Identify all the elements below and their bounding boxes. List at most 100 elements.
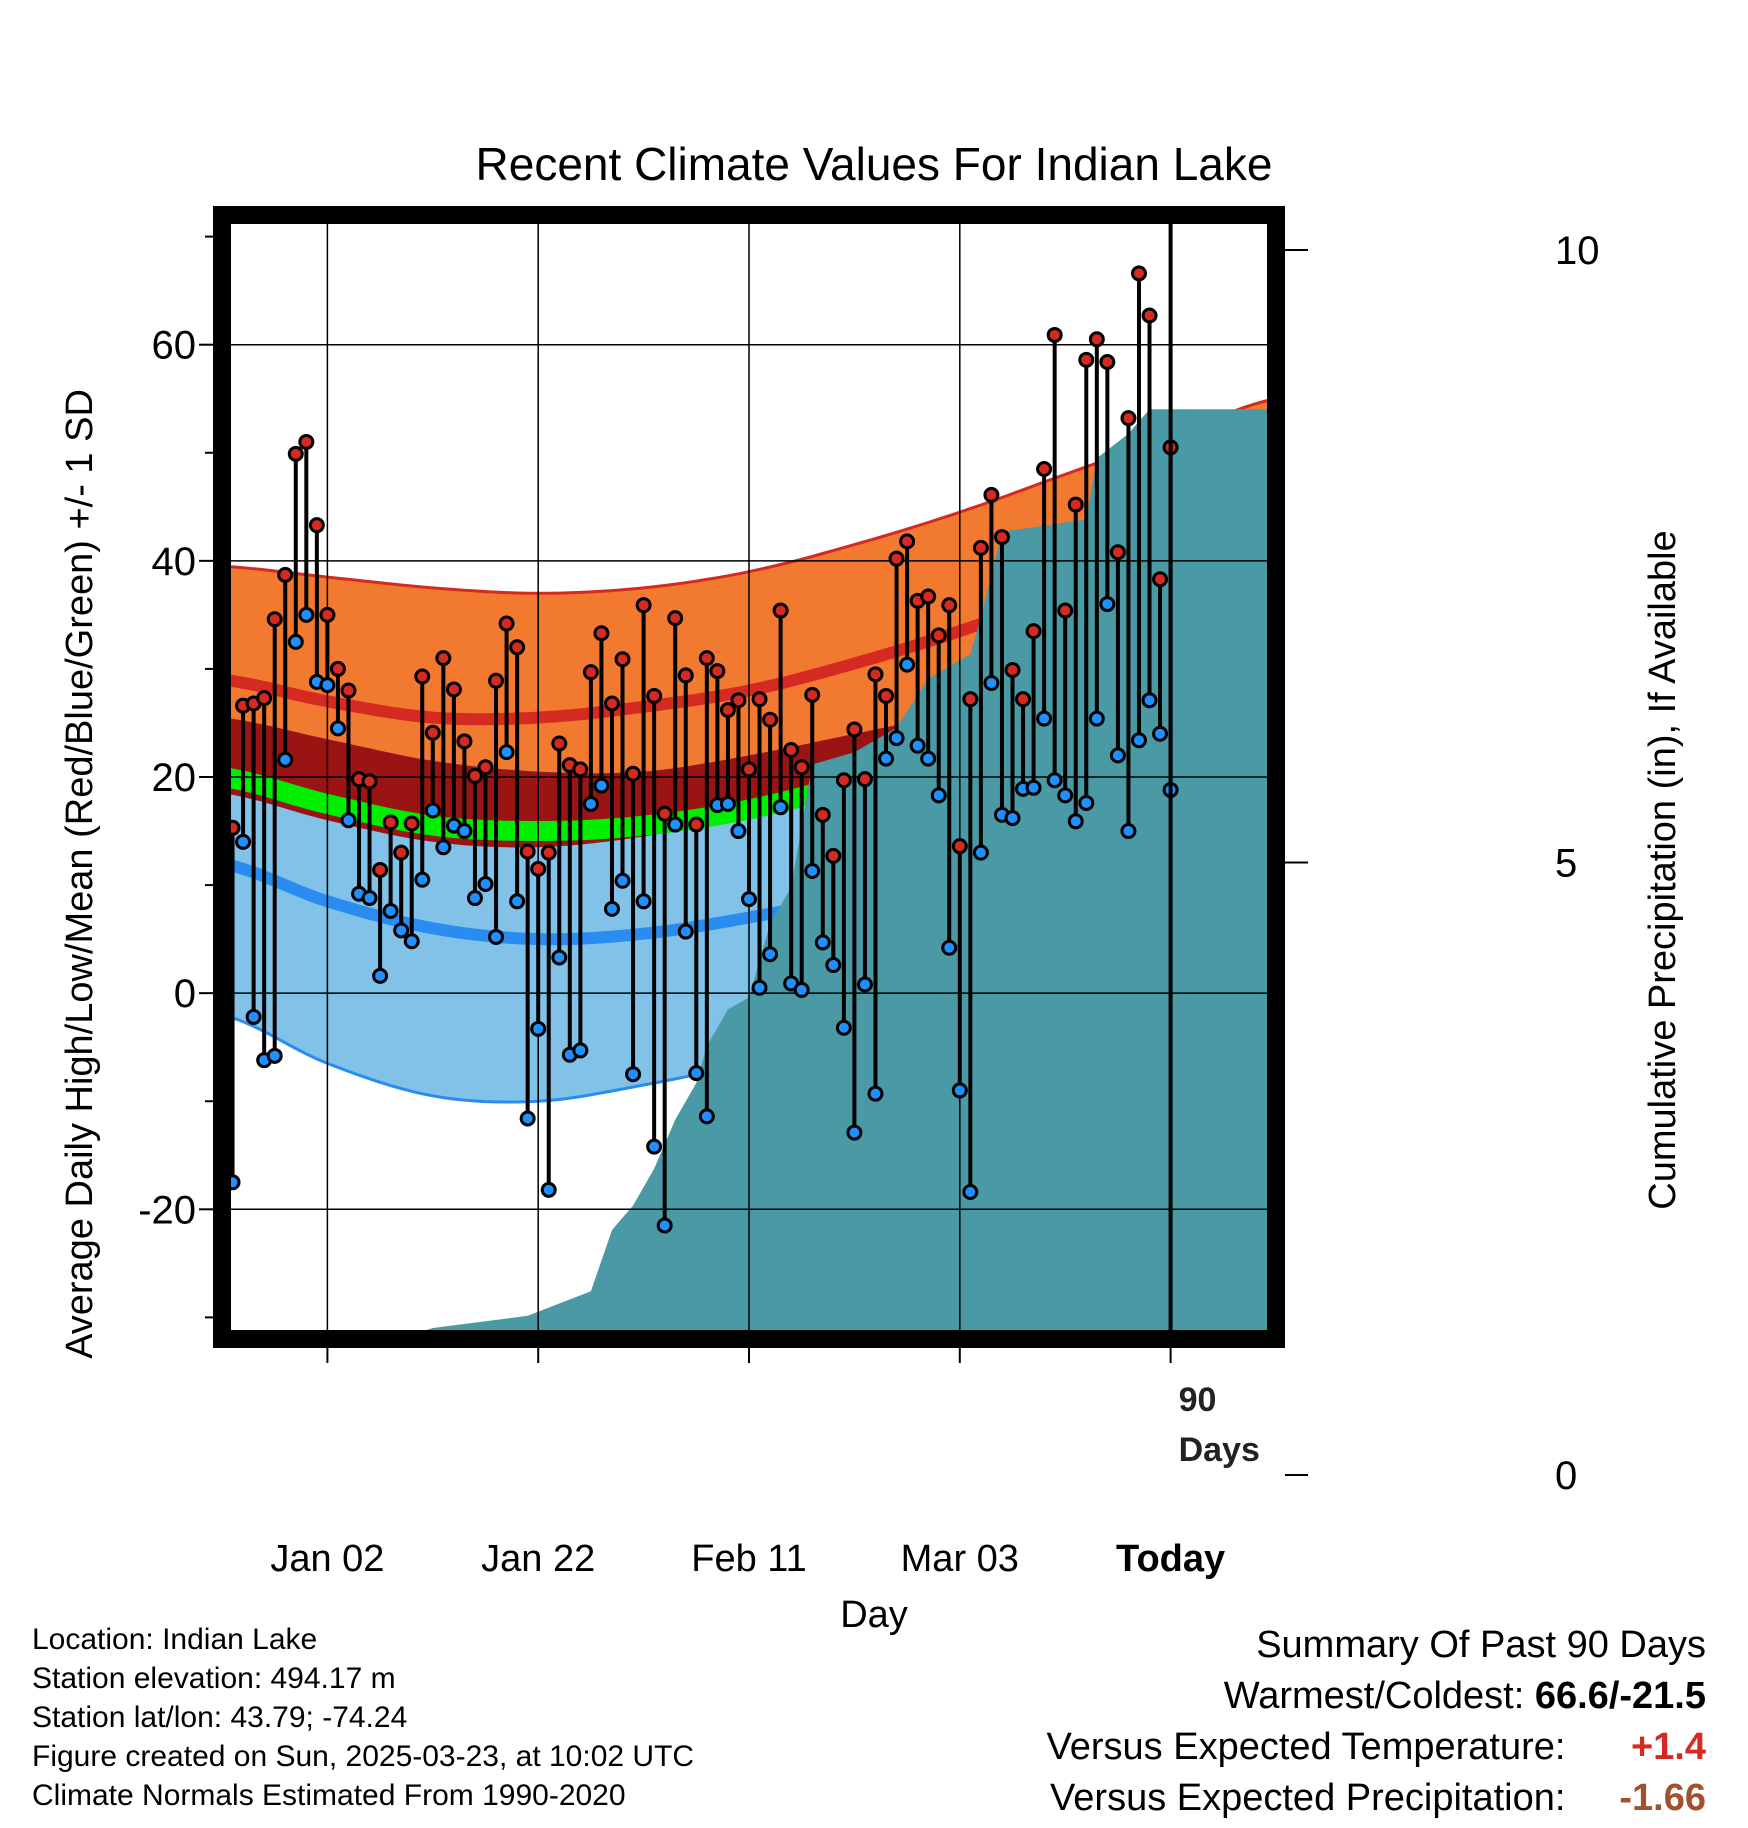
low-point: [646, 1138, 663, 1155]
low-point: [814, 934, 831, 951]
high-point: [1078, 351, 1095, 368]
low-point: [856, 976, 873, 993]
x-tick-label: Jan 02: [270, 1538, 384, 1580]
low-point: [372, 967, 389, 984]
low-point: [951, 1082, 968, 1099]
low-point: [835, 1019, 852, 1036]
high-point: [614, 651, 631, 668]
high-point: [1025, 623, 1042, 640]
high-point: [1046, 326, 1063, 343]
high-point: [899, 533, 916, 550]
low-point: [762, 946, 779, 963]
high-point: [867, 666, 884, 683]
y-right-tick-label: 0: [1555, 1454, 1577, 1498]
low-point: [656, 1217, 673, 1234]
high-point: [846, 721, 863, 738]
elevation-text: Station elevation: 494.17 m: [32, 1662, 396, 1695]
high-point: [1057, 602, 1074, 619]
low-point: [1025, 779, 1042, 796]
low-point: [983, 674, 1000, 691]
low-point: [466, 890, 483, 907]
low-point: [804, 863, 821, 880]
low-point: [593, 777, 610, 794]
low-point: [1057, 787, 1074, 804]
high-point: [582, 664, 599, 681]
high-point: [519, 843, 536, 860]
summary-temp: Versus Expected Temperature: +1.4: [1047, 1722, 1706, 1773]
temp-label: Versus Expected Temperature:: [1046, 1726, 1566, 1768]
today-marker-label-part: Days: [1179, 1431, 1260, 1469]
high-point: [920, 588, 937, 605]
low-point: [920, 750, 937, 767]
high-point: [835, 772, 852, 789]
high-point: [329, 660, 346, 677]
low-point: [941, 939, 958, 956]
low-point: [382, 903, 399, 920]
high-point: [277, 566, 294, 583]
high-point: [488, 672, 505, 689]
high-point: [772, 602, 789, 619]
high-point: [372, 861, 389, 878]
warm-cold-label: Warmest/Coldest:: [1223, 1675, 1525, 1717]
low-point: [287, 633, 304, 650]
low-point: [751, 979, 768, 996]
high-point: [466, 767, 483, 784]
low-point: [477, 875, 494, 892]
low-point: [825, 957, 842, 974]
low-point: [899, 656, 916, 673]
high-point: [888, 550, 905, 567]
high-point: [456, 733, 473, 750]
low-point: [393, 922, 410, 939]
high-point: [1120, 410, 1137, 427]
low-point: [1141, 692, 1158, 709]
low-point: [772, 799, 789, 816]
low-point: [1078, 794, 1095, 811]
low-point: [846, 1124, 863, 1141]
high-point: [1036, 460, 1053, 477]
summary-heading: Summary Of Past 90 Days: [1256, 1624, 1706, 1666]
low-point: [793, 981, 810, 998]
low-point: [582, 796, 599, 813]
low-point: [867, 1085, 884, 1102]
low-point: [888, 730, 905, 747]
y-left-tick-label: 20: [152, 756, 197, 800]
y-axis-label-right: Cumulative Precipitation (in), If Availa…: [1642, 530, 1684, 1209]
high-point: [498, 615, 515, 632]
temp-value: +1.4: [1630, 1726, 1706, 1768]
high-point: [825, 847, 842, 864]
low-point: [1088, 710, 1105, 727]
created-text: Figure created on Sun, 2025-03-23, at 10…: [32, 1740, 695, 1773]
high-point: [656, 805, 673, 822]
low-point: [530, 1020, 547, 1037]
low-point: [488, 928, 505, 945]
low-point: [245, 1008, 262, 1025]
high-point: [993, 529, 1010, 546]
low-point: [435, 839, 452, 856]
high-point: [951, 838, 968, 855]
x-axis-label: Day: [840, 1594, 908, 1636]
high-point: [256, 690, 273, 707]
low-point: [498, 744, 515, 761]
low-point: [1099, 596, 1116, 613]
low-point: [456, 823, 473, 840]
low-point: [909, 737, 926, 754]
low-point: [551, 949, 568, 966]
high-point: [298, 433, 315, 450]
summary-precip: Versus Expected Precipitation: -1.66: [1047, 1773, 1706, 1824]
high-point: [709, 663, 726, 680]
high-point: [1099, 353, 1116, 370]
high-point: [983, 486, 1000, 503]
low-point: [972, 844, 989, 861]
low-point: [572, 1042, 589, 1059]
high-point: [972, 539, 989, 556]
low-point: [1152, 725, 1169, 742]
low-point: [519, 1110, 536, 1127]
low-point: [625, 1066, 642, 1083]
low-point: [329, 720, 346, 737]
high-point: [382, 814, 399, 831]
warm-cold-value: 66.6/-21.5: [1534, 1675, 1706, 1717]
low-point: [403, 933, 420, 950]
low-point: [1036, 710, 1053, 727]
high-point: [593, 625, 610, 642]
high-point: [445, 681, 462, 698]
